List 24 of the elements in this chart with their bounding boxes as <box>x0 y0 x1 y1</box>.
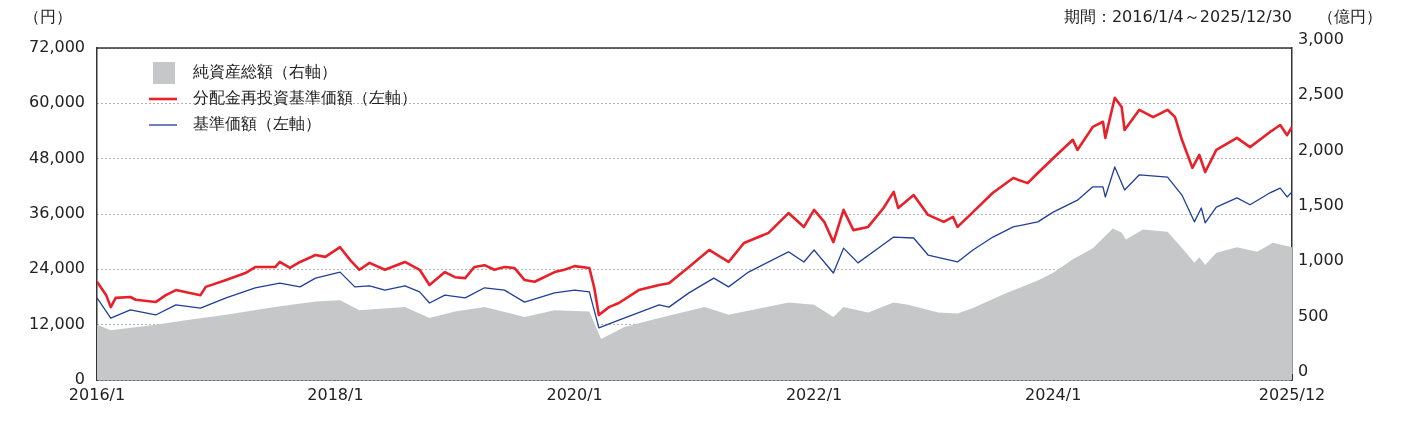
text: 期間：2016/1/4～2025/12/30 <box>1063 7 1292 27</box>
y2-tick-label: 0 <box>1298 361 1309 381</box>
y-tick-label: 24,000 <box>29 258 85 278</box>
legend-label: 基準価額（左軸） <box>193 114 321 134</box>
legend-label: 分配金再投資基準価額（左軸） <box>193 88 417 108</box>
y-tick-label: 60,000 <box>29 92 85 112</box>
y-axis-title: （円） <box>24 7 72 27</box>
y-tick-label: 12,000 <box>29 313 85 333</box>
y2-tick-label: 1,000 <box>1298 250 1344 270</box>
y-tick-label: 48,000 <box>29 147 85 167</box>
x-tick-label: 2020/1 <box>546 384 603 404</box>
x-tick-label: 2025/12 <box>1258 384 1326 404</box>
x-tick-label: 2022/1 <box>785 384 843 404</box>
x-tick-label: 2018/1 <box>307 384 364 404</box>
y2-tick-label: 3,000 <box>1298 29 1344 49</box>
y-tick-label: 36,000 <box>29 203 85 223</box>
y-tick-label: 72,000 <box>29 37 85 57</box>
y2-tick-label: 2,000 <box>1298 139 1344 159</box>
y2-tick-label: 1,500 <box>1298 195 1344 215</box>
x-tick-label: 2024/1 <box>1025 384 1082 404</box>
y2-axis-title: （億円） <box>1318 7 1382 27</box>
legend-label: 純資産総額（右軸） <box>193 62 337 82</box>
y2-tick-label: 2,500 <box>1298 84 1344 104</box>
y2-tick-label: 500 <box>1298 305 1329 325</box>
